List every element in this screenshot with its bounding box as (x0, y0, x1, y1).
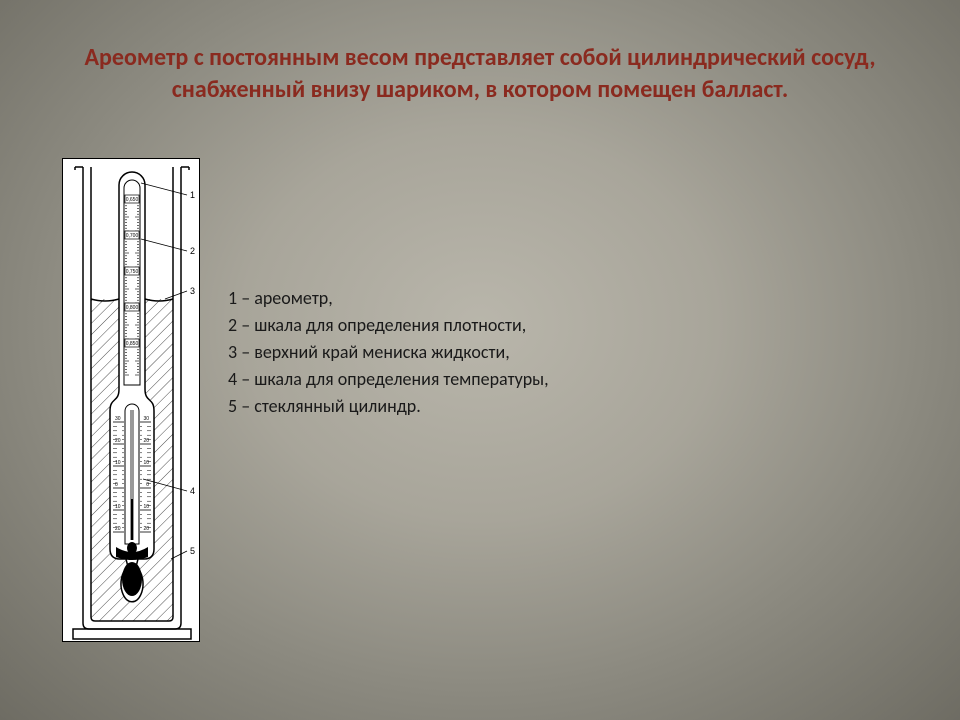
svg-text:0: 0 (115, 482, 118, 488)
svg-text:4: 4 (190, 486, 195, 496)
svg-text:10: 10 (115, 504, 121, 510)
svg-text:5: 5 (190, 546, 195, 556)
svg-text:0,650: 0,650 (126, 197, 139, 203)
page-title: Ареометр с постоянным весом представляет… (60, 42, 900, 107)
svg-text:20: 20 (115, 438, 121, 444)
legend-item: 1 – ареометр, (228, 285, 549, 312)
svg-text:0,850: 0,850 (126, 341, 139, 347)
diagram-svg: 0,650 0,700 0,750 0,800 0,850 30 30 20 20 10 10 0 0 1… (63, 159, 201, 643)
svg-text:20: 20 (143, 526, 149, 532)
svg-text:0,700: 0,700 (126, 233, 139, 239)
legend-item: 4 – шкала для определения температуры, (228, 366, 549, 393)
svg-text:10: 10 (143, 504, 149, 510)
svg-text:2: 2 (190, 246, 195, 256)
legend-item: 2 – шкала для определения плотности, (228, 312, 549, 339)
svg-text:3: 3 (190, 286, 195, 296)
svg-text:0,750: 0,750 (126, 269, 139, 275)
hydrometer-diagram: 0,650 0,700 0,750 0,800 0,850 30 30 20 20 10 10 0 0 1… (62, 158, 200, 642)
svg-text:0,800: 0,800 (126, 305, 139, 311)
legend: 1 – ареометр, 2 – шкала для определения … (228, 285, 549, 420)
legend-item: 5 – стеклянный цилиндр. (228, 393, 549, 420)
svg-text:20: 20 (143, 438, 149, 444)
svg-text:10: 10 (143, 460, 149, 466)
svg-text:20: 20 (115, 526, 121, 532)
svg-text:1: 1 (190, 190, 195, 200)
legend-item: 3 – верхний край мениска жидкости, (228, 339, 549, 366)
svg-text:0: 0 (146, 482, 149, 488)
svg-text:10: 10 (115, 460, 121, 466)
svg-text:30: 30 (143, 416, 149, 422)
svg-text:30: 30 (115, 416, 121, 422)
